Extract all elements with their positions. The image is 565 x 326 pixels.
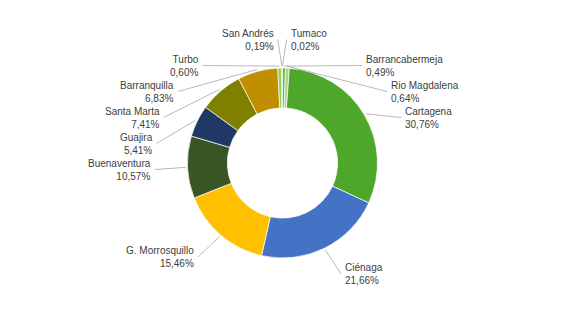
svg-text:Barrancabermeja0,49%: Barrancabermeja0,49%	[366, 54, 443, 78]
svg-text:Ciénaga21,66%: Ciénaga21,66%	[345, 262, 383, 286]
svg-text:Buenaventura10,57%: Buenaventura10,57%	[88, 158, 151, 182]
svg-text:San Andrés0,19%: San Andrés0,19%	[222, 28, 274, 52]
svg-text:Cartagena30,76%: Cartagena30,76%	[405, 106, 452, 130]
svg-text:Tumaco0,02%: Tumaco0,02%	[291, 28, 327, 52]
svg-text:Rio Magdalena0,64%: Rio Magdalena0,64%	[391, 80, 459, 104]
svg-text:G. Morrosquillo15,46%: G. Morrosquillo15,46%	[126, 245, 194, 269]
svg-text:Turbo0,60%: Turbo0,60%	[170, 54, 199, 78]
svg-text:Barranquilla6,83%: Barranquilla6,83%	[120, 80, 174, 104]
svg-text:Santa Marta7,41%: Santa Marta7,41%	[105, 106, 160, 130]
svg-text:Guajira5,41%: Guajira5,41%	[120, 132, 153, 156]
